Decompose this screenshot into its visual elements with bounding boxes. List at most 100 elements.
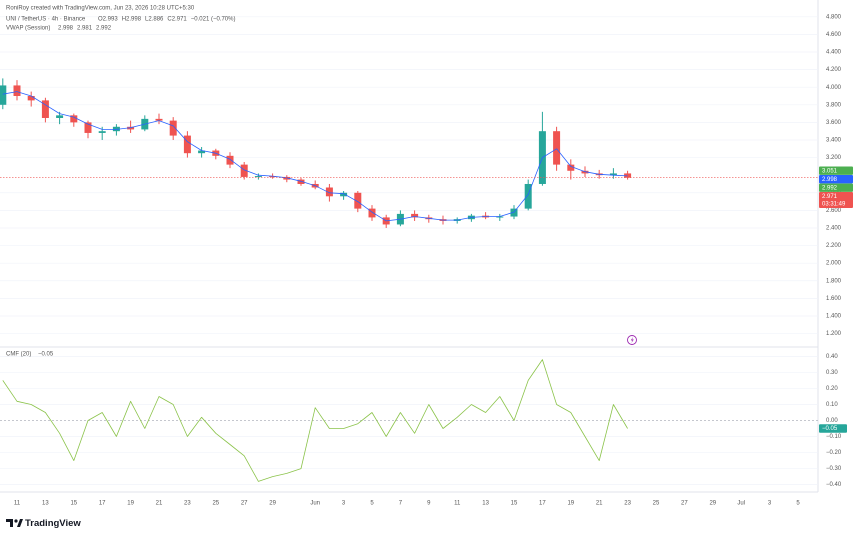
x-tick-label: 3 xyxy=(342,501,346,507)
overlay-title: VWAP (Session) xyxy=(6,26,50,32)
alert-icon[interactable] xyxy=(627,335,637,345)
candle-body xyxy=(269,176,277,178)
y-tick-label: 1.200 xyxy=(826,331,842,337)
y-tick-label: 1.600 xyxy=(826,296,842,302)
candle-body xyxy=(183,135,191,154)
y-tick-label: 0.40 xyxy=(826,354,838,360)
indicator-title: CMF (20) xyxy=(6,352,31,358)
x-tick-label: 9 xyxy=(427,501,431,507)
candle-body xyxy=(524,183,532,209)
candle-body xyxy=(340,192,348,197)
price-tag xyxy=(819,183,853,192)
y-tick-label: 3.400 xyxy=(826,138,842,144)
y-tick-label: 3.800 xyxy=(826,102,842,108)
overlay-value: 2.981 xyxy=(77,26,93,32)
candle-body xyxy=(354,192,362,209)
candle-body xyxy=(169,120,177,136)
y-tick-label: 2.400 xyxy=(826,226,842,232)
vwap-line xyxy=(2,91,628,222)
y-tick-label: 1.400 xyxy=(826,314,842,320)
indicator-value: −0.05 xyxy=(38,352,54,358)
cmf-line xyxy=(2,359,628,482)
ohlc-label: H2.998 xyxy=(122,17,142,23)
y-tick-label: 0.10 xyxy=(826,402,838,408)
x-tick-label: 15 xyxy=(511,501,518,507)
x-tick-label: 25 xyxy=(653,501,660,507)
ohlc-label: O2.993 xyxy=(98,17,118,23)
x-tick-label: 25 xyxy=(212,501,219,507)
candle-body xyxy=(0,85,7,105)
y-tick-label: −0.20 xyxy=(826,450,842,456)
y-tick-label: 4.800 xyxy=(826,14,842,20)
candle-body xyxy=(411,213,419,218)
candle-body xyxy=(297,179,305,184)
x-tick-label: 5 xyxy=(796,501,800,507)
x-tick-label: 29 xyxy=(709,501,716,507)
x-tick-label: 23 xyxy=(184,501,191,507)
y-tick-label: 2.600 xyxy=(826,208,842,214)
candle-body xyxy=(198,150,206,154)
overlay-value: 2.998 xyxy=(58,26,74,32)
x-tick-label: 29 xyxy=(269,501,276,507)
x-tick-label: 7 xyxy=(399,501,403,507)
price-tag-label: 2.971 xyxy=(822,194,838,200)
y-tick-label: 3.200 xyxy=(826,155,842,161)
y-tick-label: −0.40 xyxy=(826,482,842,488)
logo[interactable]: TradingView xyxy=(6,518,81,529)
x-tick-label: 17 xyxy=(99,501,106,507)
value-tag-label: −0.05 xyxy=(822,426,838,432)
brand: TradingView xyxy=(25,518,81,529)
candle-body xyxy=(283,176,291,180)
x-tick-label: 17 xyxy=(539,501,546,507)
price-tag-label: 3.051 xyxy=(822,168,838,174)
price-tag xyxy=(819,174,853,184)
price-tag xyxy=(819,191,853,208)
candle-body xyxy=(84,122,92,133)
price-tag-label: 2.992 xyxy=(822,185,838,191)
candle-body xyxy=(127,126,135,130)
y-tick-label: 4.000 xyxy=(826,85,842,91)
candle-body xyxy=(240,164,248,177)
value-tag xyxy=(819,424,847,433)
candle-body xyxy=(41,100,49,118)
candle-body xyxy=(496,216,504,218)
y-tick-label: 0.00 xyxy=(826,418,838,424)
y-tick-label: −0.30 xyxy=(826,466,842,472)
candle-body xyxy=(510,208,518,217)
x-tick-label: 3 xyxy=(768,501,772,507)
x-tick-label: 21 xyxy=(596,501,603,507)
candle-body xyxy=(553,131,561,165)
ohlc-label: C2.971 xyxy=(167,17,187,23)
ohlc-label: −0.021 (−0.70%) xyxy=(191,17,236,23)
x-tick-label: 19 xyxy=(127,501,134,507)
x-tick-label: 11 xyxy=(454,501,461,507)
candle-body xyxy=(98,131,106,133)
x-tick-label: 27 xyxy=(241,501,248,507)
x-tick-label: 23 xyxy=(624,501,631,507)
x-tick-label: 13 xyxy=(482,501,489,507)
price-tag xyxy=(819,166,853,175)
y-tick-label: 4.200 xyxy=(826,67,842,73)
x-tick-label: 27 xyxy=(681,501,688,507)
y-tick-label: 0.30 xyxy=(826,370,838,376)
candle-body xyxy=(13,85,21,96)
credit: RoniRoy created with TradingView.com, Ju… xyxy=(6,6,195,12)
y-tick-label: 1.800 xyxy=(826,278,842,284)
price-tag-label: 2.998 xyxy=(822,177,838,183)
candle-body xyxy=(226,155,234,165)
y-tick-label: −0.10 xyxy=(826,434,842,440)
candle-body xyxy=(27,95,35,101)
x-tick-label: 19 xyxy=(567,501,574,507)
candle-body xyxy=(368,208,376,218)
candle-body xyxy=(56,115,64,118)
x-tick-label: 11 xyxy=(14,501,21,507)
y-tick-label: 2.200 xyxy=(826,243,842,249)
candle-body xyxy=(112,126,120,132)
overlay-value: 2.992 xyxy=(96,26,112,32)
countdown: 03:31:49 xyxy=(822,202,846,208)
candle-body xyxy=(70,115,78,123)
x-tick-label: 15 xyxy=(70,501,77,507)
